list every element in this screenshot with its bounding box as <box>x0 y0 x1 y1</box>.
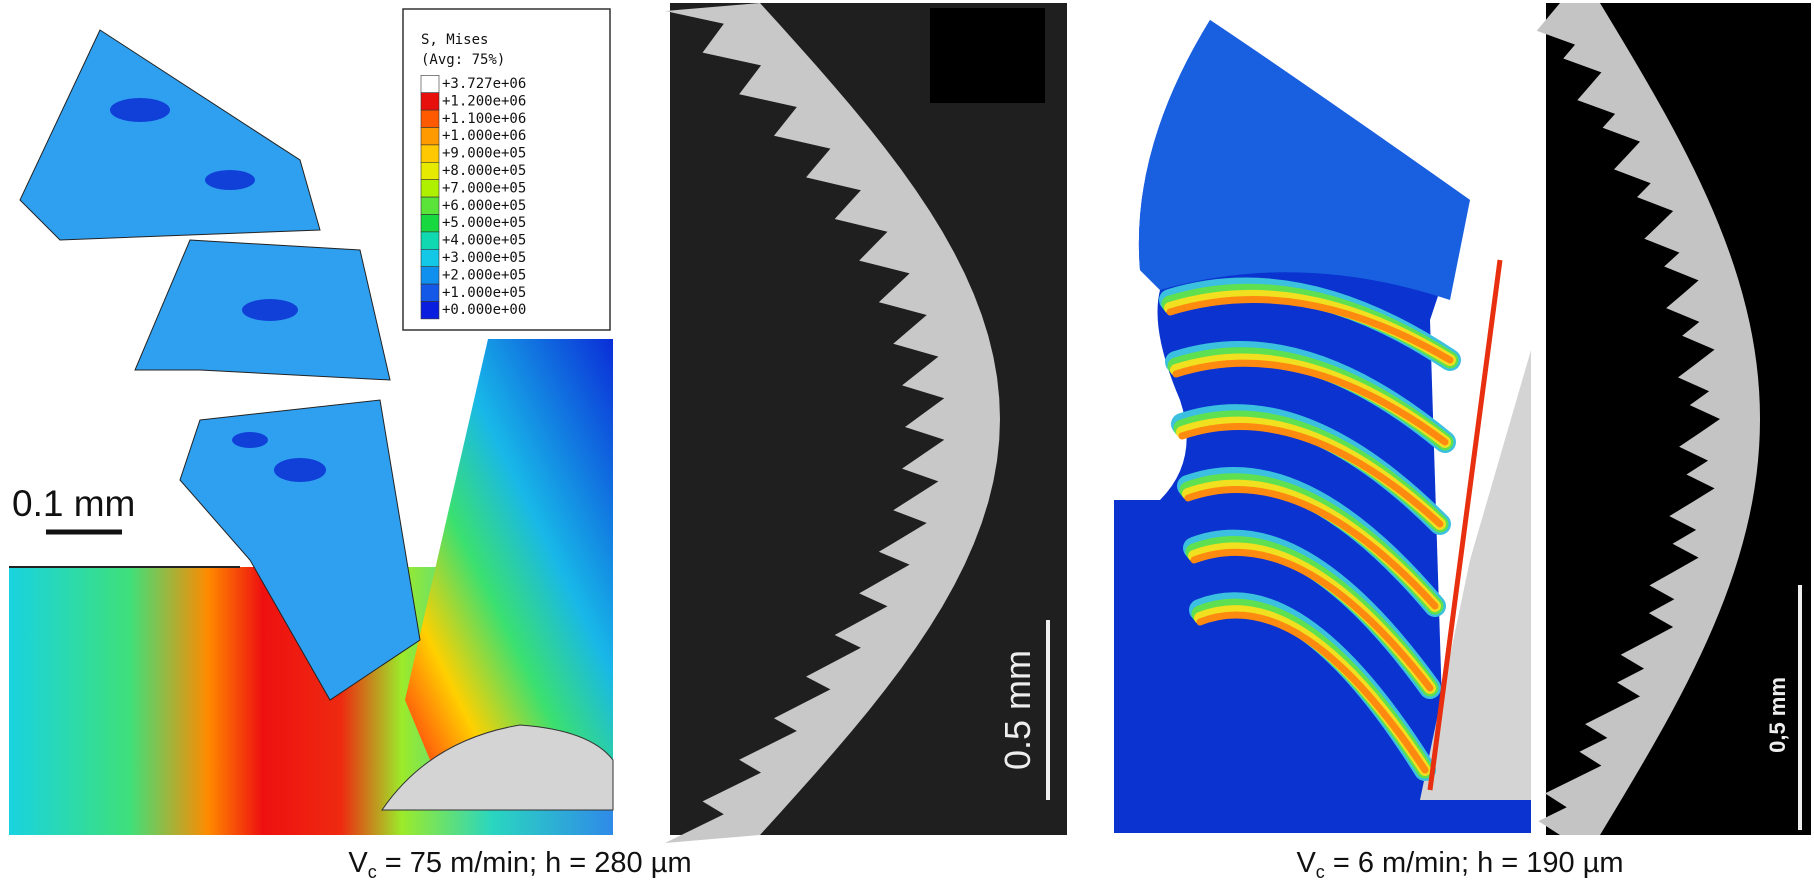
legend-swatch <box>421 145 439 162</box>
caption: Vc = 6 m/min; h = 190 µm <box>1296 847 1623 880</box>
legend-swatch <box>421 93 439 110</box>
legend-label: +3.727e+06 <box>442 76 526 92</box>
scale-bar-label: 0.1 mm <box>12 483 135 524</box>
legend-swatch <box>421 162 439 179</box>
legend-swatch <box>421 180 439 197</box>
figure: 0.1 mm S, Mises (Avg: 75%) +3.727e+06+1.… <box>0 0 1814 880</box>
legend-label: +1.100e+06 <box>442 111 526 127</box>
legend-swatch <box>421 267 439 284</box>
legend-swatch <box>421 249 439 266</box>
scale-bar-label: 0.5 mm <box>997 650 1038 770</box>
legend-subtitle: (Avg: 75%) <box>421 52 505 68</box>
legend-label: +2.000e+05 <box>442 267 526 283</box>
legend-label: +0.000e+00 <box>442 302 526 318</box>
legend-label: +3.000e+05 <box>442 250 526 266</box>
legend-swatch <box>421 284 439 301</box>
tool-field <box>405 339 613 760</box>
legend-label: +5.000e+05 <box>442 215 526 231</box>
scale-bar-label: 0,5 mm <box>1765 677 1790 753</box>
simulation-panel-2 <box>1114 20 1531 833</box>
legend-label: +1.200e+06 <box>442 93 526 109</box>
legend-label: +8.000e+05 <box>442 163 526 179</box>
legend-swatch <box>421 128 439 145</box>
legend-label: +4.000e+05 <box>442 233 526 249</box>
legend: S, Mises (Avg: 75%) +3.727e+06+1.200e+06… <box>403 9 610 330</box>
simulation-panel-1: 0.1 mm S, Mises (Avg: 75%) +3.727e+06+1.… <box>9 9 613 835</box>
legend-swatch <box>421 197 439 214</box>
page: Chip formation figure html, body { margi… <box>0 0 1814 880</box>
chip-segment <box>20 30 320 240</box>
legend-label: +9.000e+05 <box>442 146 526 162</box>
caption: Vc = 75 m/min; h = 280 µm <box>348 847 691 880</box>
micrograph-panel-2: 0,5 mm <box>1537 3 1811 835</box>
body: {"legend": {"title": "S, Mises", "subtit… <box>0 0 1814 880</box>
legend-label: +6.000e+05 <box>442 198 526 214</box>
legend-title: S, Mises <box>421 32 488 48</box>
legend-swatch <box>421 75 439 92</box>
micrograph-panel-1: 0.5 mm <box>665 3 1067 843</box>
legend-label: +1.000e+05 <box>442 285 526 301</box>
legend-label: +7.000e+05 <box>442 180 526 196</box>
legend-swatch <box>421 110 439 127</box>
legend-swatch <box>421 232 439 249</box>
legend-label: +1.000e+06 <box>442 128 526 144</box>
legend-swatch <box>421 302 439 319</box>
legend-swatch <box>421 215 439 232</box>
